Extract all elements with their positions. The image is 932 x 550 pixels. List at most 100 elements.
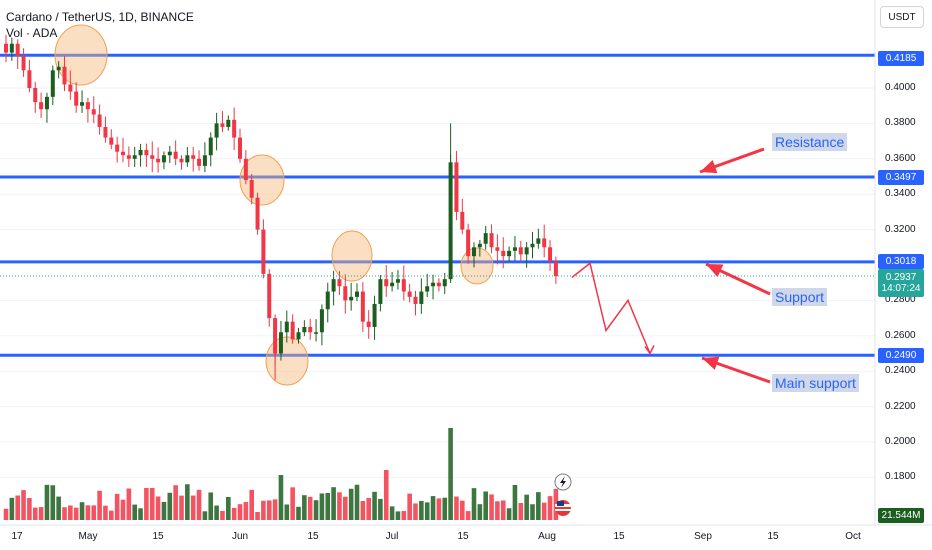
volume-bar bbox=[489, 494, 494, 520]
price-tick-label: 0.3400 bbox=[885, 188, 916, 200]
candle-body bbox=[261, 229, 266, 274]
candle-body bbox=[91, 109, 96, 115]
volume-bar bbox=[38, 507, 44, 520]
volume-bar bbox=[120, 499, 126, 520]
support-label[interactable]: Support bbox=[772, 288, 828, 306]
volume-bar bbox=[73, 507, 79, 520]
volume-bar bbox=[407, 493, 412, 520]
volume-bar bbox=[302, 495, 307, 520]
candle-body bbox=[325, 291, 330, 310]
candle-body bbox=[185, 155, 190, 163]
candle-body bbox=[495, 247, 500, 251]
candle-body bbox=[401, 279, 406, 292]
candle-body bbox=[489, 233, 494, 248]
volume-bar bbox=[15, 495, 20, 520]
volume-bar bbox=[307, 496, 313, 520]
candle-body bbox=[15, 43, 20, 57]
candle-body bbox=[477, 243, 482, 248]
us-flag-icon[interactable] bbox=[555, 500, 571, 516]
volume-bar bbox=[284, 504, 290, 520]
volume-bar bbox=[518, 503, 524, 520]
candle-body bbox=[436, 282, 441, 287]
candle-body bbox=[360, 291, 365, 322]
candle-body bbox=[167, 151, 172, 156]
volume-bar bbox=[161, 501, 167, 520]
volume-bar bbox=[144, 487, 149, 520]
currency-button[interactable]: USDT bbox=[880, 6, 924, 28]
candle-body bbox=[202, 155, 207, 166]
candle-body bbox=[425, 286, 430, 292]
volume-bar bbox=[266, 500, 272, 520]
candle-body bbox=[126, 155, 131, 159]
candle-body bbox=[267, 273, 272, 319]
candle-body bbox=[431, 282, 436, 287]
candle-body bbox=[208, 137, 213, 156]
volume-bar bbox=[91, 505, 97, 520]
main-support-label[interactable]: Main support bbox=[772, 374, 859, 392]
volume-bar bbox=[126, 488, 132, 520]
time-tick-label: Jul bbox=[385, 531, 399, 542]
volume-bar bbox=[132, 504, 137, 520]
volume-bar bbox=[296, 506, 301, 520]
time-tick-label: 15 bbox=[613, 531, 625, 542]
price-tick-label: 0.4000 bbox=[885, 82, 916, 93]
volume-bar bbox=[360, 501, 366, 520]
projection-arrowhead bbox=[644, 345, 655, 355]
volume-bar bbox=[255, 511, 260, 520]
volume-bar bbox=[448, 428, 453, 520]
arrow-head bbox=[700, 160, 718, 174]
highlight-circle bbox=[265, 336, 309, 386]
volume-bar bbox=[442, 497, 448, 520]
candle-body bbox=[68, 84, 73, 92]
candle-body bbox=[308, 326, 313, 333]
volume-bar bbox=[343, 496, 348, 520]
candle-body bbox=[115, 144, 120, 152]
projection-path[interactable] bbox=[571, 261, 651, 354]
candle-body bbox=[80, 102, 85, 106]
volume-bar bbox=[44, 484, 50, 520]
resistance-label[interactable]: Resistance bbox=[772, 133, 848, 151]
candle-body bbox=[161, 155, 166, 163]
volume-bar bbox=[530, 504, 535, 520]
time-tick-label: Sep bbox=[694, 531, 712, 542]
candle-body bbox=[331, 279, 336, 292]
volume-bar bbox=[331, 487, 336, 520]
volume-bar bbox=[149, 487, 155, 520]
candle-body bbox=[390, 282, 395, 287]
volume-bar bbox=[465, 511, 471, 520]
volume-bar bbox=[173, 485, 178, 520]
candle-body bbox=[501, 250, 506, 257]
candle-body bbox=[191, 155, 196, 159]
current-price-tag: 0.2937 14:07:24 bbox=[878, 269, 924, 297]
candle-body bbox=[384, 279, 389, 287]
annotation-arrows[interactable] bbox=[571, 147, 771, 384]
candle-body bbox=[337, 279, 342, 287]
grid bbox=[0, 87, 875, 478]
flash-icon[interactable] bbox=[554, 473, 572, 491]
volume-bar bbox=[231, 507, 237, 520]
time-tick-label: 17 bbox=[11, 531, 23, 542]
volume-bar bbox=[79, 502, 85, 520]
level-tag-main-support: 0.2490 bbox=[878, 348, 924, 363]
candle-body bbox=[448, 162, 453, 280]
candle-body bbox=[366, 321, 371, 327]
volume-bar bbox=[313, 500, 319, 520]
candle-body bbox=[472, 247, 476, 257]
highlight-circle bbox=[460, 247, 494, 285]
candle-body bbox=[232, 119, 237, 138]
price-tick-label: 0.3600 bbox=[885, 152, 916, 164]
arrow-head bbox=[706, 264, 724, 278]
horizontal-levels[interactable] bbox=[0, 53, 875, 357]
price-tick-label: 0.3200 bbox=[885, 223, 916, 235]
candle-body bbox=[121, 151, 125, 156]
volume-bar bbox=[179, 495, 184, 520]
candle-body bbox=[132, 155, 137, 159]
volume-bar bbox=[190, 495, 196, 520]
volume-bar bbox=[62, 507, 67, 520]
candle-body bbox=[296, 332, 301, 340]
volume-bar bbox=[419, 500, 424, 520]
volume-label: Vol · ADA bbox=[6, 26, 58, 40]
price-tick-label: 0.2600 bbox=[885, 329, 916, 341]
highlight-circle bbox=[54, 24, 108, 86]
